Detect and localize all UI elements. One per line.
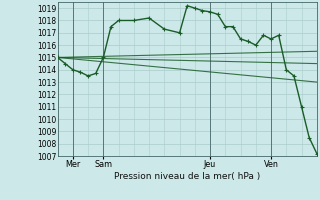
X-axis label: Pression niveau de la mer( hPa ): Pression niveau de la mer( hPa ) (114, 172, 260, 181)
